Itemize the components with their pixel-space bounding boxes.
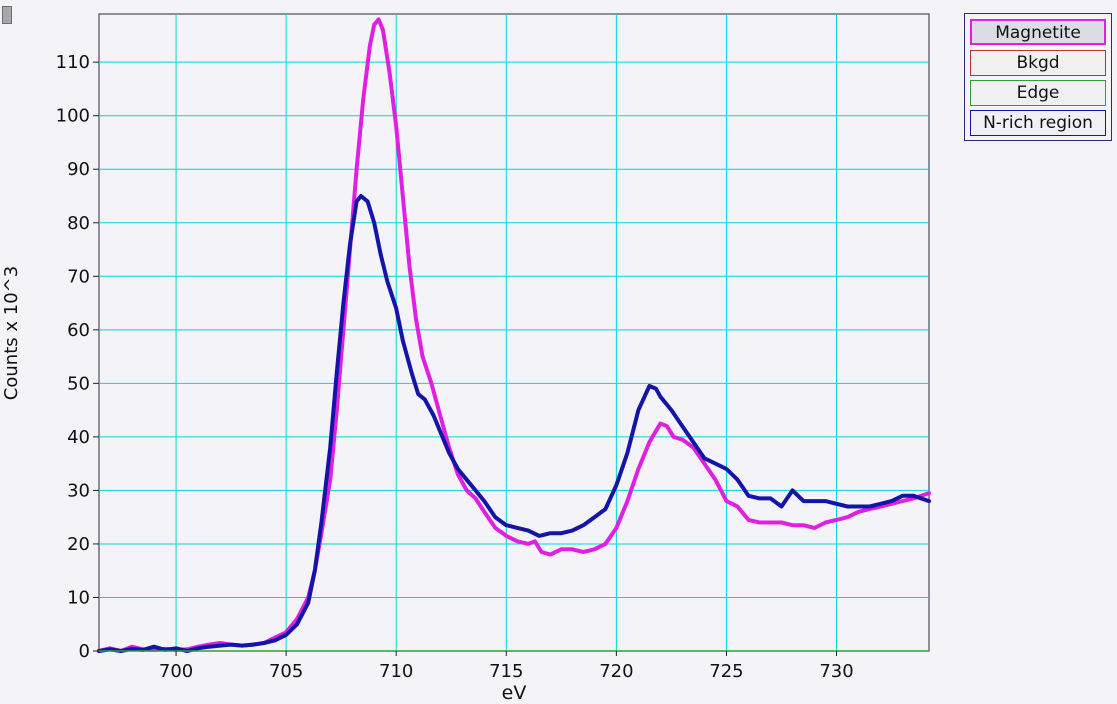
- x-tick-label-720: 720: [599, 661, 633, 682]
- y-tick-label-90: 90: [67, 159, 90, 180]
- legend-item-bkgd[interactable]: Bkgd: [970, 50, 1106, 76]
- grid-lines: [99, 14, 929, 652]
- y-tick-label-40: 40: [67, 427, 90, 448]
- y-tick-label-100: 100: [56, 106, 90, 127]
- plot-area[interactable]: [98, 13, 930, 652]
- x-tick-label-730: 730: [819, 661, 853, 682]
- x-tick-label-705: 705: [269, 661, 303, 682]
- y-tick-label-70: 70: [67, 266, 90, 287]
- y-tick-label-60: 60: [67, 320, 90, 341]
- x-tick-label-715: 715: [489, 661, 523, 682]
- legend-item-n-rich-region[interactable]: N-rich region: [970, 110, 1106, 136]
- legend-item-edge[interactable]: Edge: [970, 80, 1106, 106]
- y-tick-label-80: 80: [67, 213, 90, 234]
- x-axis-label: eV: [502, 682, 527, 704]
- y-tick-label-50: 50: [67, 373, 90, 394]
- legend: Magnetite Bkgd Edge N-rich region: [964, 13, 1112, 141]
- series-line-n-rich-region: [97, 194, 931, 653]
- axis-ticks: 700 705 710 715 720 725 730 0 10 20 30 40 50 60 70 80 90…: [56, 52, 854, 682]
- y-tick-label-110: 110: [56, 52, 90, 73]
- corner-handle[interactable]: [2, 6, 12, 24]
- y-tick-label-0: 0: [79, 641, 90, 662]
- y-tick-label-30: 30: [67, 480, 90, 501]
- x-tick-label-700: 700: [159, 661, 193, 682]
- x-tick-label-710: 710: [379, 661, 413, 682]
- series-layer: [97, 17, 931, 653]
- y-tick-label-20: 20: [67, 534, 90, 555]
- x-tick-label-725: 725: [709, 661, 743, 682]
- y-tick-label-10: 10: [67, 587, 90, 608]
- legend-item-magnetite[interactable]: Magnetite: [970, 19, 1106, 45]
- y-axis-label: Counts x 10^3: [1, 266, 22, 400]
